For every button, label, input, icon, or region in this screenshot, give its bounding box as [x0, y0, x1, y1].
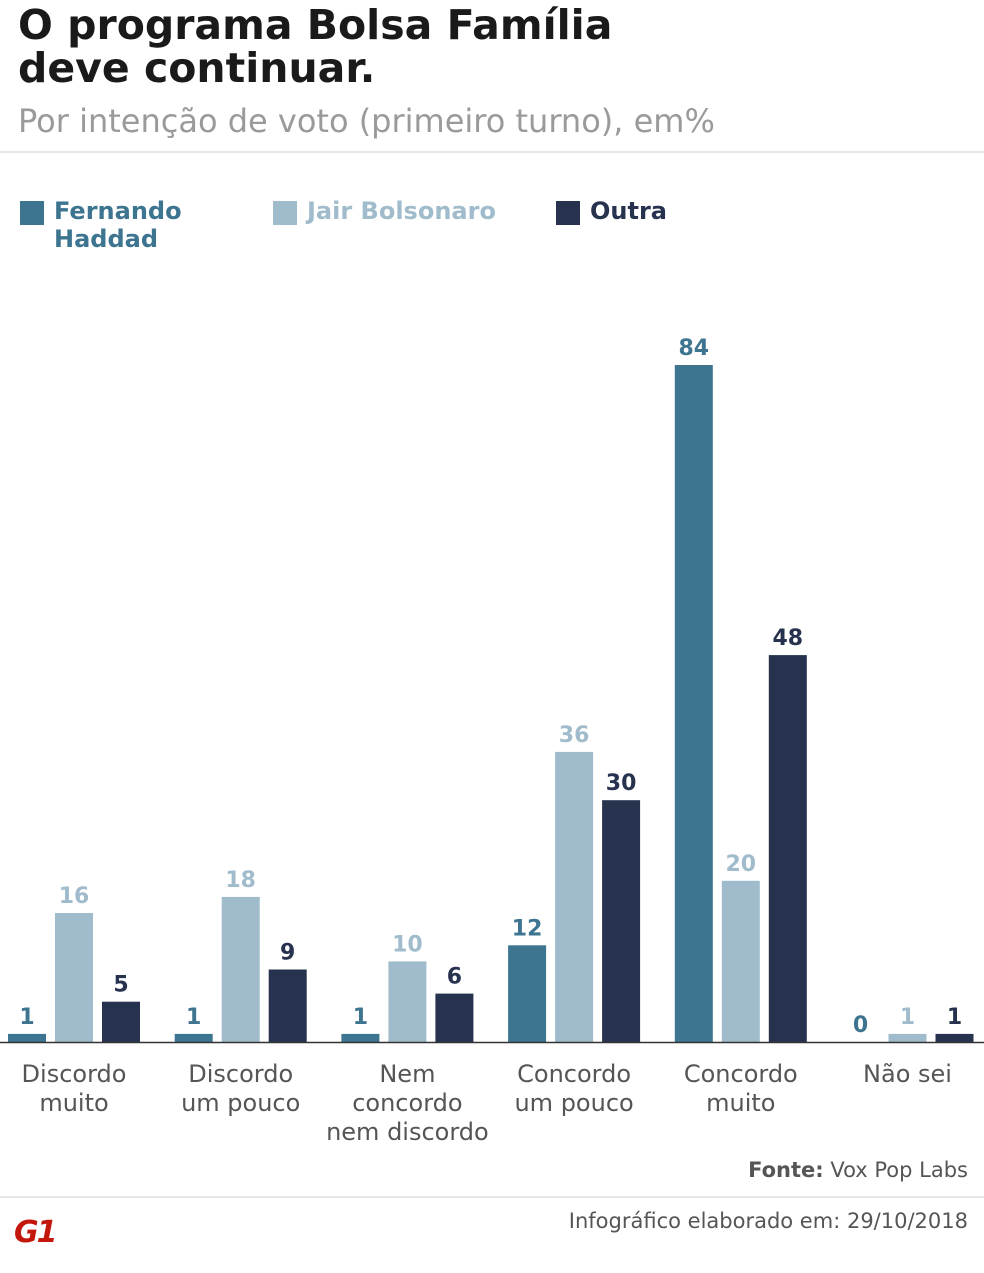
bar-2-5	[935, 1033, 974, 1042]
value-label-2-2: 6	[447, 965, 462, 990]
legend-label-bolsonaro: Jair Bolsonaro	[307, 197, 496, 225]
category-label-0: Discordo muito	[22, 1060, 127, 1117]
bar-2-2	[435, 993, 474, 1042]
legend-item-outra: Outra	[556, 197, 667, 225]
source-credit: Fonte: Vox Pop Labs	[748, 1158, 968, 1182]
title-line-2: deve continuar.	[18, 44, 376, 92]
infographic-date-value: 29/10/2018	[846, 1209, 968, 1233]
category-label-3-line-0: Concordo	[517, 1060, 631, 1088]
category-label-1: Discordo um pouco	[181, 1060, 300, 1117]
value-label-0-0: 1	[19, 1005, 34, 1030]
bar-2-1	[268, 969, 307, 1042]
category-label-1-line-1: um pouco	[181, 1089, 300, 1117]
value-label-1-3: 36	[559, 723, 590, 748]
category-label-5: Não sei	[863, 1060, 952, 1088]
bar-2-4	[768, 655, 807, 1042]
legend-label-haddad-line-2: Haddad	[54, 225, 159, 253]
bar-0-2	[341, 1033, 380, 1042]
legend-swatch-bolsonaro	[273, 201, 297, 225]
source-label: Fonte:	[748, 1158, 824, 1182]
value-label-1-5: 1	[900, 1005, 915, 1030]
value-label-0-3: 12	[512, 916, 543, 941]
bar-1-5	[888, 1033, 927, 1042]
category-label-3-line-1: um pouco	[514, 1089, 633, 1117]
category-label-2-line-1: concordo	[352, 1089, 462, 1117]
g1-logo-text: G1	[14, 1215, 57, 1250]
value-label-1-2: 10	[392, 932, 423, 957]
source-value: Vox Pop Labs	[830, 1158, 968, 1182]
category-label-4: Concordo muito	[684, 1060, 798, 1117]
value-label-0-2: 1	[353, 1005, 368, 1030]
bar-2-0	[102, 1001, 140, 1042]
value-label-2-0: 5	[113, 973, 128, 998]
bar-1-2	[388, 961, 427, 1042]
legend-item-bolsonaro: Jair Bolsonaro	[273, 197, 496, 225]
category-label-4-line-0: Concordo	[684, 1060, 798, 1088]
header-divider	[0, 151, 984, 153]
bar-0-1	[174, 1033, 213, 1042]
footer-divider	[0, 1196, 984, 1198]
chart-title: O programa Bolsa Família deve continuar.	[18, 4, 918, 90]
bar-0-4	[674, 365, 713, 1042]
value-label-1-4: 20	[725, 852, 756, 877]
legend-label-haddad: Fernando Haddad	[54, 197, 182, 253]
value-label-2-5: 1	[947, 1005, 962, 1030]
g1-logo: G1	[14, 1215, 74, 1251]
bar-0-0	[8, 1033, 46, 1042]
bar-0-3	[508, 945, 547, 1042]
value-label-0-1: 1	[186, 1005, 201, 1030]
category-label-0-line-1: muito	[39, 1089, 108, 1117]
category-label-5-line-0: Não sei	[863, 1060, 952, 1088]
bar-1-4	[721, 880, 760, 1042]
infographic-date-label: Infográfico elaborado em:	[568, 1209, 841, 1233]
legend-item-haddad: Fernando Haddad	[20, 197, 182, 253]
legend-label-outra: Outra	[590, 197, 667, 225]
category-label-1-line-0: Discordo	[188, 1060, 293, 1088]
category-label-2-line-2: nem discordo	[326, 1118, 489, 1146]
category-label-2-line-0: Nem	[379, 1060, 435, 1088]
category-label-3: Concordo um pouco	[514, 1060, 633, 1117]
value-label-0-4: 84	[678, 336, 709, 361]
bar-2-3	[602, 800, 641, 1042]
title-line-1: O programa Bolsa Família	[18, 1, 613, 49]
value-label-1-1: 18	[225, 868, 256, 893]
category-label-4-line-1: muito	[706, 1089, 775, 1117]
category-label-0-line-0: Discordo	[22, 1060, 127, 1088]
value-label-2-3: 30	[606, 771, 637, 796]
infographic-date: Infográfico elaborado em: 29/10/2018	[569, 1209, 968, 1233]
value-label-2-1: 9	[280, 941, 295, 966]
chart-subtitle: Por intenção de voto (primeiro turno), e…	[18, 102, 715, 140]
bar-1-1	[221, 896, 260, 1042]
value-label-1-0: 16	[59, 884, 90, 909]
category-label-2: Nem concordo nem discordo	[326, 1060, 489, 1146]
bar-1-3	[555, 751, 594, 1042]
legend-label-haddad-line-1: Fernando	[54, 197, 182, 225]
legend-swatch-haddad	[20, 201, 44, 225]
value-label-0-5: 0	[853, 1013, 868, 1038]
bar-1-0	[55, 913, 93, 1042]
value-label-2-4: 48	[772, 626, 803, 651]
legend-swatch-outra	[556, 201, 580, 225]
